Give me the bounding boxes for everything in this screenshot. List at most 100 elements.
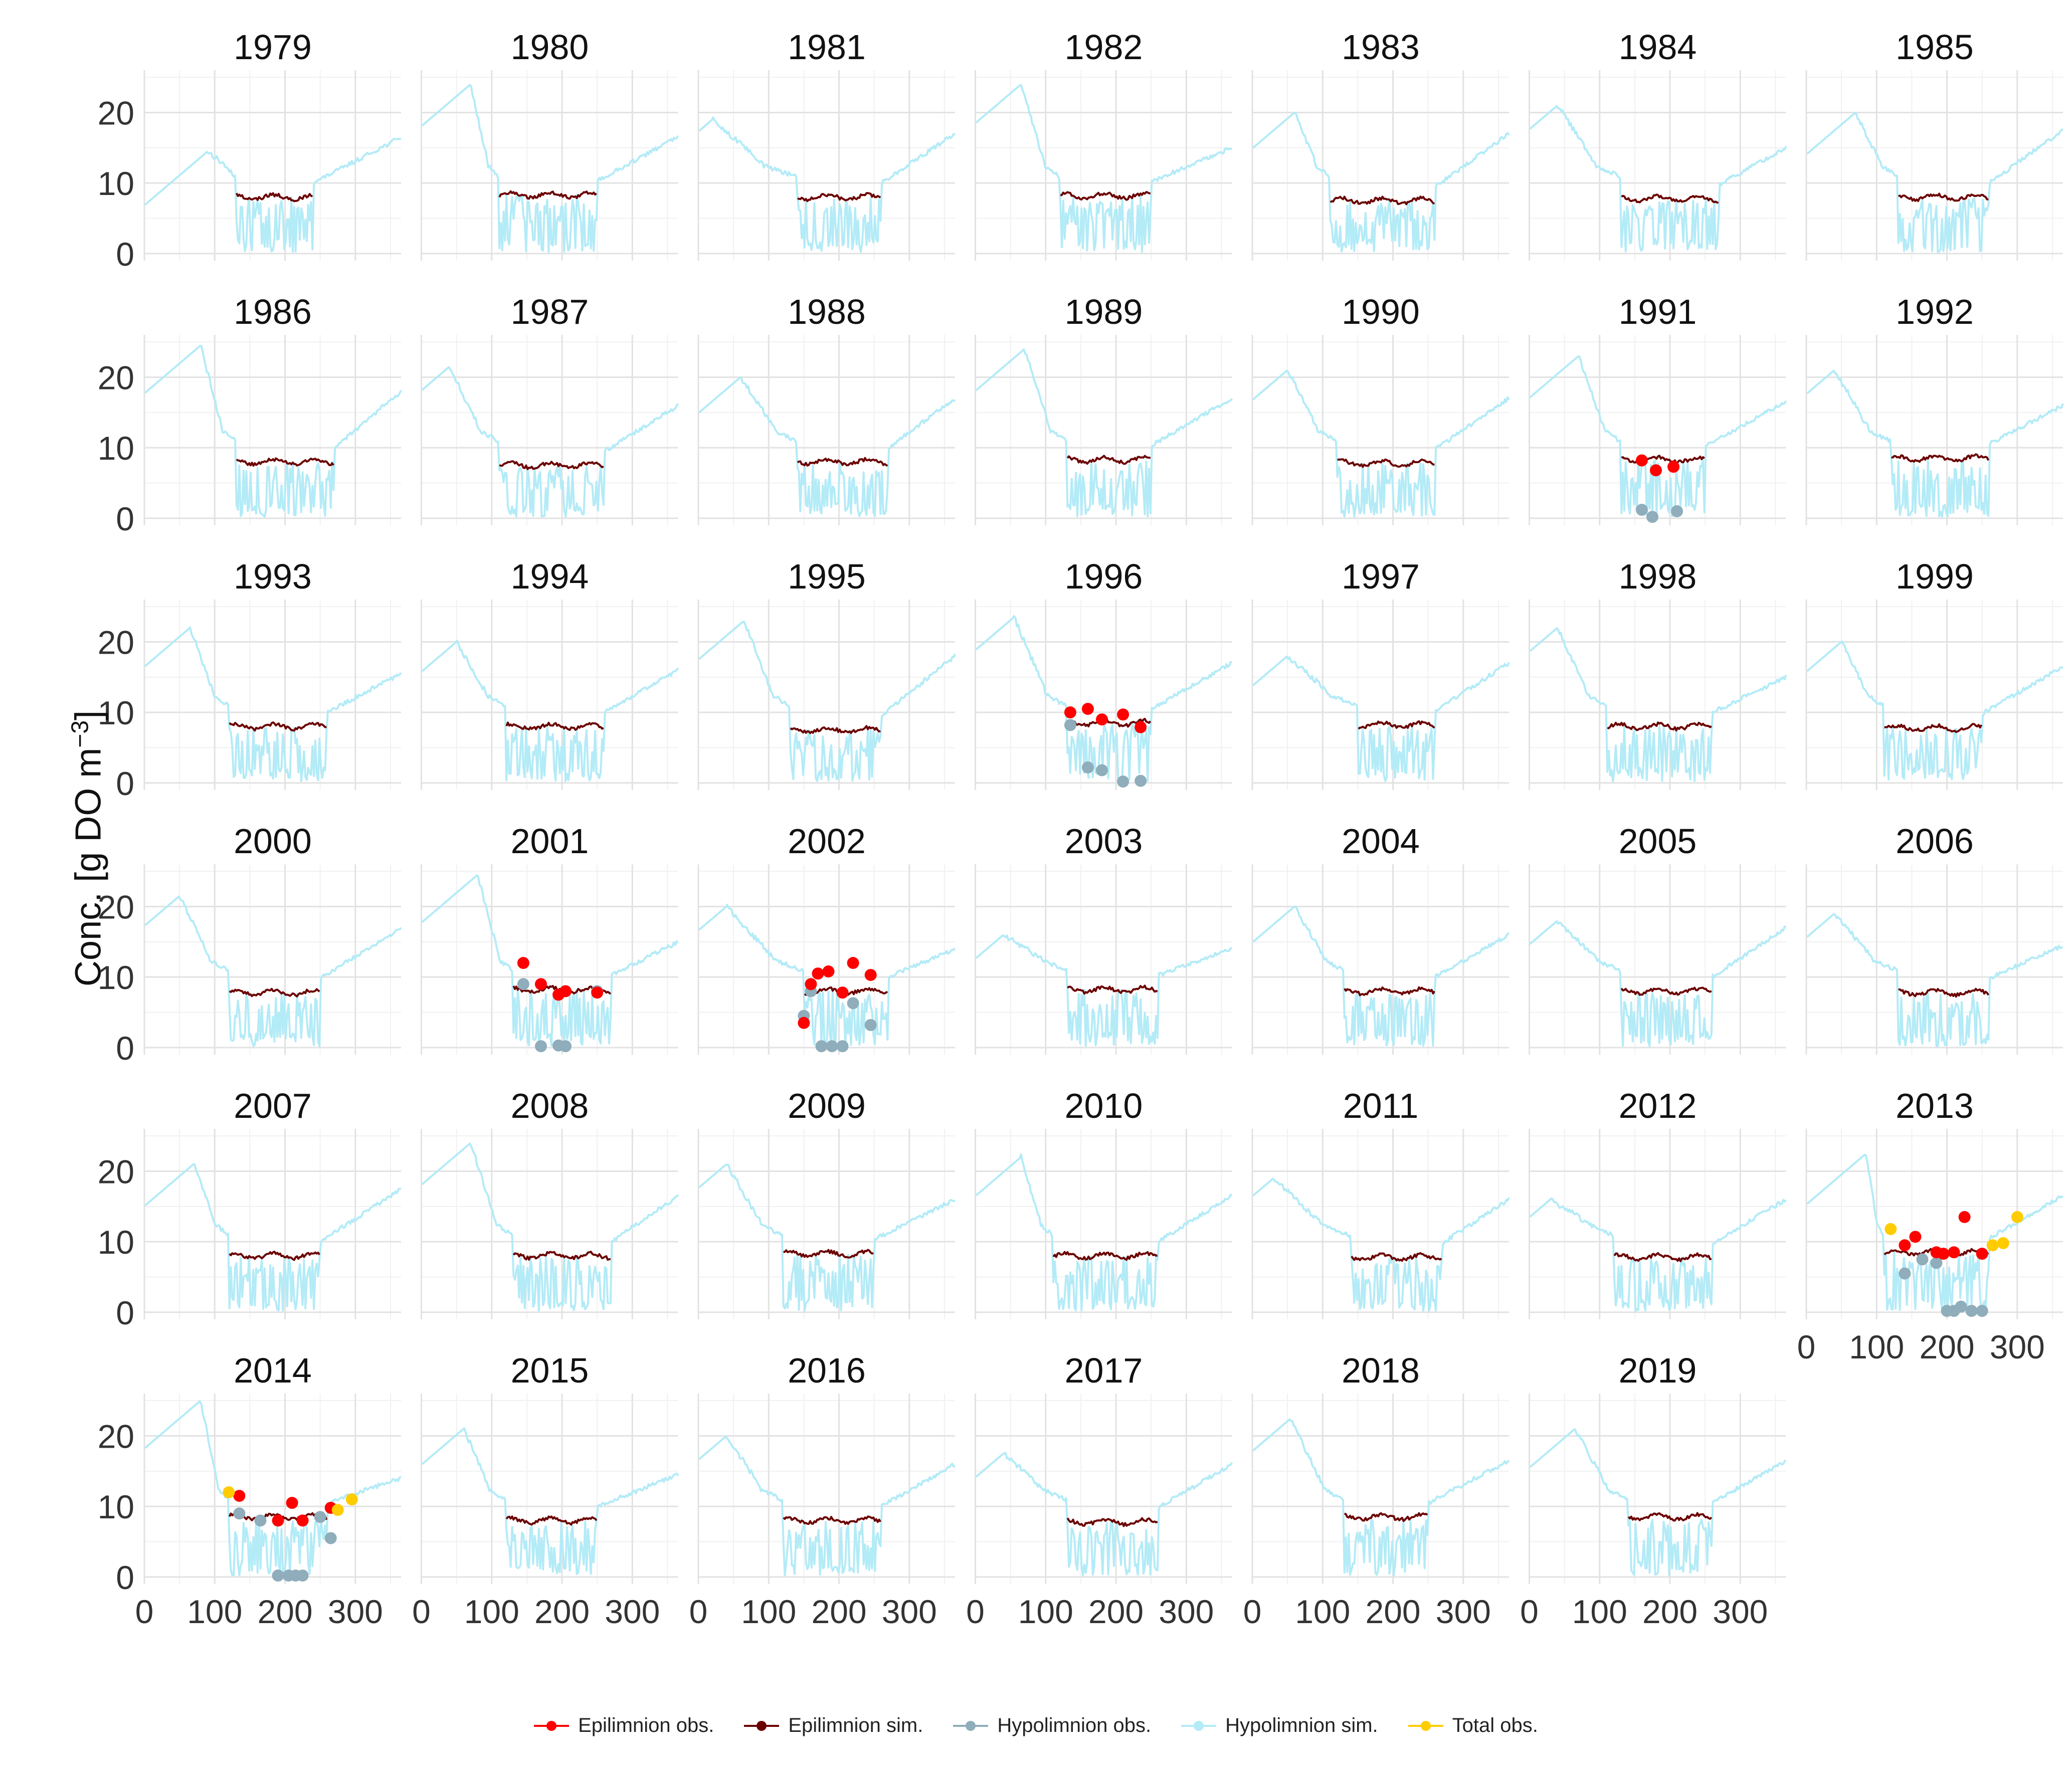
epilimnion-obs-point: [1909, 1231, 1922, 1243]
legend-label-hypo-obs: Hypolimnion obs.: [997, 1714, 1152, 1736]
total-obs-point: [331, 1504, 344, 1516]
hypolimnion-obs-point: [534, 1040, 547, 1053]
x-tick-label: 0: [135, 1593, 154, 1630]
hypolimnion-sim-line: [1252, 369, 1510, 518]
epilimnion-sim-line: [1067, 984, 1158, 995]
y-tick-label: 20: [98, 1418, 134, 1455]
epilimnion-sim-line: [790, 725, 881, 734]
legend-key-point: [1420, 1720, 1431, 1731]
panel-title: 1982: [1065, 28, 1143, 67]
x-tick-label: 200: [1088, 1593, 1144, 1630]
hypolimnion-sim-line: [698, 903, 956, 1047]
hypolimnion-obs-point: [296, 1569, 309, 1582]
epilimnion-obs-point: [1899, 1239, 1911, 1252]
x-tick-label: 0: [966, 1593, 985, 1630]
x-tick-label: 0: [1243, 1593, 1262, 1630]
hypolimnion-obs-point: [1095, 764, 1108, 776]
y-tick-label: 0: [116, 765, 134, 802]
panel-1990: 1990: [1251, 292, 1510, 525]
epilimnion-sim-line: [783, 1249, 874, 1259]
hypolimnion-obs-point: [1899, 1267, 1911, 1280]
y-tick-label: 20: [98, 1153, 134, 1190]
legend-key-total-obs: [1408, 1720, 1443, 1731]
epilimnion-sim-line: [229, 988, 320, 998]
panel-2009: 2009: [697, 1086, 956, 1319]
x-tick-label: 100: [1849, 1328, 1904, 1365]
epilimnion-sim-line: [1898, 988, 1989, 998]
hypolimnion-obs-point: [1955, 1300, 1967, 1313]
y-tick-label: 10: [98, 1224, 134, 1261]
hypolimnion-obs-point: [1930, 1257, 1943, 1269]
panel-title: 2012: [1619, 1086, 1697, 1125]
hypolimnion-sim-line: [1252, 1418, 1510, 1576]
hypolimnion-sim-line: [144, 345, 402, 518]
hypolimnion-obs-point: [324, 1532, 337, 1544]
x-tick-label: 0: [412, 1593, 431, 1630]
legend-item-hypo-obs: Hypolimnion obs.: [953, 1714, 1151, 1737]
epilimnion-obs-point: [1117, 708, 1129, 721]
epilimnion-obs-point: [847, 957, 859, 969]
panel-title: 2002: [788, 822, 866, 861]
total-obs-point: [345, 1493, 358, 1506]
panel-1979: 1979 0 10 20: [98, 28, 402, 273]
y-axis-label-end: ]: [68, 710, 109, 721]
legend-key-epi-obs: [534, 1720, 570, 1731]
epilimnion-obs-point: [836, 986, 849, 999]
panel-title: 2017: [1065, 1351, 1143, 1390]
hypolimnion-sim-line: [144, 895, 402, 1048]
epilimnion-obs-point: [1635, 454, 1648, 467]
hypolimnion-obs-point: [314, 1511, 326, 1523]
epilimnion-obs-point: [233, 1490, 246, 1502]
epilimnion-obs-point: [591, 986, 604, 999]
x-tick-label: 300: [328, 1593, 383, 1630]
hypolimnion-obs-point: [1965, 1305, 1978, 1317]
hypolimnion-sim-line: [1806, 913, 2063, 1047]
panel-2007: 2007 0 10 20: [98, 1086, 402, 1331]
hypolimnion-obs-point: [1081, 761, 1094, 773]
hypolimnion-sim-line: [1529, 355, 1787, 517]
panel-title: 1981: [788, 28, 866, 67]
y-axis-label: Conc. [g DO m−3]: [67, 668, 109, 1029]
panel-title: 1995: [788, 557, 866, 596]
hypolimnion-obs-point: [233, 1507, 246, 1520]
y-tick-label: 20: [98, 624, 134, 661]
panel-1981: 1981: [697, 28, 956, 261]
hypolimnion-sim-line: [698, 376, 956, 517]
epilimnion-obs-point: [534, 978, 547, 991]
legend-key-hypo-obs: [953, 1720, 989, 1731]
x-tick-label: 100: [464, 1593, 519, 1630]
hypolimnion-sim-line: [1252, 1177, 1510, 1312]
panel-2018: 2018 0 100 200 300: [1243, 1351, 1510, 1630]
x-tick-label: 200: [1642, 1593, 1698, 1630]
hypolimnion-sim-line: [975, 84, 1233, 253]
hypolimnion-sim-line: [1806, 369, 2064, 518]
panel-title: 2004: [1342, 822, 1420, 861]
epilimnion-sim-line: [505, 721, 604, 731]
legend-item-epi-sim: Epilimnion sim.: [744, 1714, 923, 1737]
x-tick-label: 100: [1295, 1593, 1350, 1630]
x-tick-label: 0: [1520, 1593, 1539, 1630]
hypolimnion-obs-point: [1635, 504, 1648, 516]
panel-title: 1988: [788, 292, 866, 331]
total-obs-point: [1986, 1239, 1999, 1252]
epilimnion-sim-line: [1060, 191, 1151, 201]
panel-2008: 2008: [421, 1086, 679, 1319]
x-tick-label: 200: [534, 1593, 590, 1630]
panel-title: 1991: [1619, 292, 1697, 331]
epilimnion-sim-line: [1066, 1517, 1158, 1527]
panel-title: 1999: [1896, 557, 1974, 596]
hypolimnion-obs-point: [1064, 719, 1076, 731]
epilimnion-sim-line: [797, 192, 881, 203]
x-tick-label: 100: [187, 1593, 242, 1630]
panel-title: 1989: [1065, 292, 1143, 331]
epilimnion-obs-point: [1649, 464, 1662, 477]
panel-title: 2010: [1065, 1086, 1143, 1125]
y-tick-label: 0: [116, 1030, 134, 1067]
panel-2016: 2016 0 100 200 300: [689, 1351, 956, 1630]
panel-title: 2011: [1343, 1086, 1419, 1125]
panel-title: 2013: [1896, 1086, 1974, 1125]
hypolimnion-obs-point: [836, 1040, 849, 1053]
panel-2015: 2015 0 100 200 300: [412, 1351, 679, 1630]
